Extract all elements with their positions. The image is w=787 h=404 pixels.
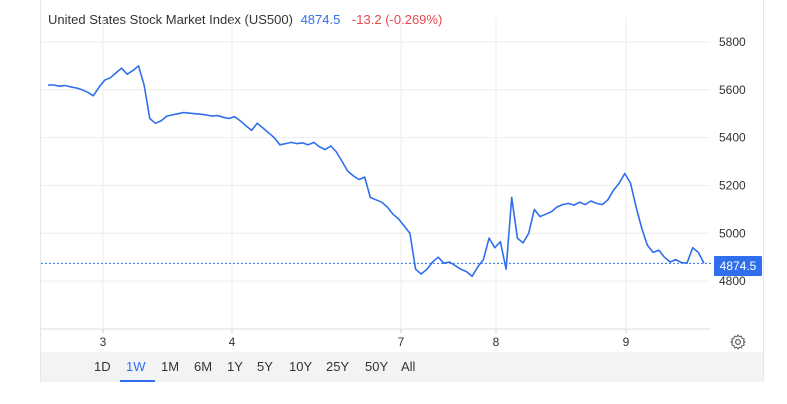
range-button-all[interactable]: All <box>401 359 416 374</box>
range-button-1m[interactable]: 1M <box>161 359 180 374</box>
range-selector <box>41 352 763 382</box>
x-tick-label: 9 <box>623 335 630 349</box>
last-price: 4874.5 <box>300 12 341 27</box>
y-tick-label: 5400 <box>719 131 746 145</box>
active-range-underline <box>120 380 155 382</box>
y-tick-label: 5600 <box>719 83 746 97</box>
y-axis: 4800 5000 5200 5400 5600 5800 <box>719 35 746 288</box>
range-button-10y[interactable]: 10Y <box>289 359 313 374</box>
grid-lines <box>41 18 710 329</box>
range-button-1w[interactable]: 1W <box>126 359 146 374</box>
range-button-25y[interactable]: 25Y <box>326 359 350 374</box>
range-button-1d[interactable]: 1D <box>94 359 111 374</box>
y-tick-label: 4800 <box>719 274 746 288</box>
price-change: -13.2 (-0.269%) <box>351 12 443 27</box>
x-tick-label: 8 <box>493 335 500 349</box>
range-button-5y[interactable]: 5Y <box>257 359 273 374</box>
x-tick-label: 7 <box>398 335 405 349</box>
x-tick-label: 3 <box>100 335 107 349</box>
x-axis: 3 4 7 8 9 <box>41 328 710 349</box>
range-button-6m[interactable]: 6M <box>194 359 213 374</box>
range-button-50y[interactable]: 50Y <box>365 359 389 374</box>
y-tick-label: 5800 <box>719 35 746 49</box>
y-tick-label: 5200 <box>719 178 746 192</box>
settings-gear-icon[interactable] <box>729 333 747 351</box>
last-price-badge: 4874.5 <box>714 256 762 276</box>
range-button-1y[interactable]: 1Y <box>227 359 243 374</box>
series-line <box>48 65 705 278</box>
x-tick-label: 4 <box>229 335 236 349</box>
y-tick-label: 5000 <box>719 226 746 240</box>
